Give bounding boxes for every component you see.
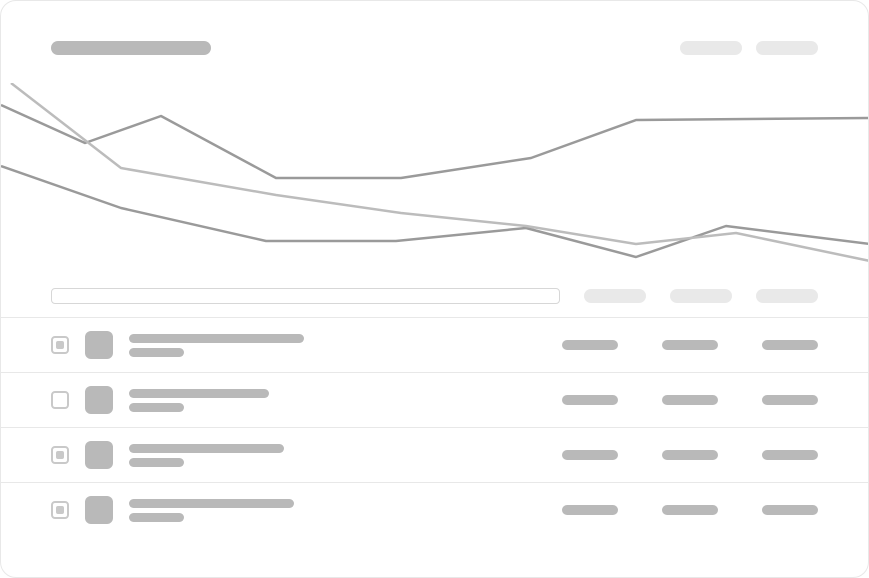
row-cell-2 <box>662 395 718 405</box>
row-subtitle <box>129 348 184 357</box>
dashboard-card <box>0 0 869 578</box>
row-cell-3 <box>762 340 818 350</box>
header-actions <box>680 41 818 55</box>
column-header-1[interactable] <box>584 289 646 303</box>
row-cell-3 <box>762 505 818 515</box>
row-text <box>129 499 294 522</box>
row-left <box>51 496 562 524</box>
row-columns <box>562 505 818 515</box>
row-checkbox[interactable] <box>51 391 69 409</box>
row-columns <box>562 450 818 460</box>
search-input[interactable] <box>51 288 560 304</box>
row-left <box>51 386 562 414</box>
row-avatar <box>85 496 113 524</box>
row-text <box>129 389 269 412</box>
checkbox-checked-icon <box>56 451 64 459</box>
column-header-2[interactable] <box>670 289 732 303</box>
row-columns <box>562 395 818 405</box>
row-cell-2 <box>662 450 718 460</box>
header-action-b[interactable] <box>756 41 818 55</box>
row-cell-1 <box>562 340 618 350</box>
row-subtitle <box>129 513 184 522</box>
row-cell-2 <box>662 505 718 515</box>
row-columns <box>562 340 818 350</box>
table-row[interactable] <box>1 482 868 537</box>
row-subtitle <box>129 458 184 467</box>
row-avatar <box>85 331 113 359</box>
row-title <box>129 444 284 453</box>
row-cell-1 <box>562 395 618 405</box>
table-row[interactable] <box>1 317 868 372</box>
row-cell-2 <box>662 340 718 350</box>
table-header <box>51 288 818 304</box>
row-title <box>129 499 294 508</box>
column-header-3[interactable] <box>756 289 818 303</box>
table-row[interactable] <box>1 427 868 482</box>
line-chart-svg <box>1 83 869 278</box>
row-left <box>51 441 562 469</box>
row-cell-1 <box>562 450 618 460</box>
line-chart <box>1 83 869 278</box>
row-left <box>51 331 562 359</box>
page-title <box>51 41 211 55</box>
card-header <box>51 41 818 55</box>
row-subtitle <box>129 403 184 412</box>
row-title <box>129 334 304 343</box>
row-avatar <box>85 441 113 469</box>
chart-series-series-a <box>1 166 869 257</box>
table-row[interactable] <box>1 372 868 427</box>
row-title <box>129 389 269 398</box>
row-cell-3 <box>762 450 818 460</box>
table-body <box>1 317 868 537</box>
row-text <box>129 334 304 357</box>
checkbox-checked-icon <box>56 341 64 349</box>
row-checkbox[interactable] <box>51 446 69 464</box>
row-cell-3 <box>762 395 818 405</box>
chart-series-series-b <box>1 105 869 178</box>
checkbox-checked-icon <box>56 506 64 514</box>
row-avatar <box>85 386 113 414</box>
row-text <box>129 444 284 467</box>
row-cell-1 <box>562 505 618 515</box>
row-checkbox[interactable] <box>51 501 69 519</box>
row-checkbox[interactable] <box>51 336 69 354</box>
header-action-a[interactable] <box>680 41 742 55</box>
